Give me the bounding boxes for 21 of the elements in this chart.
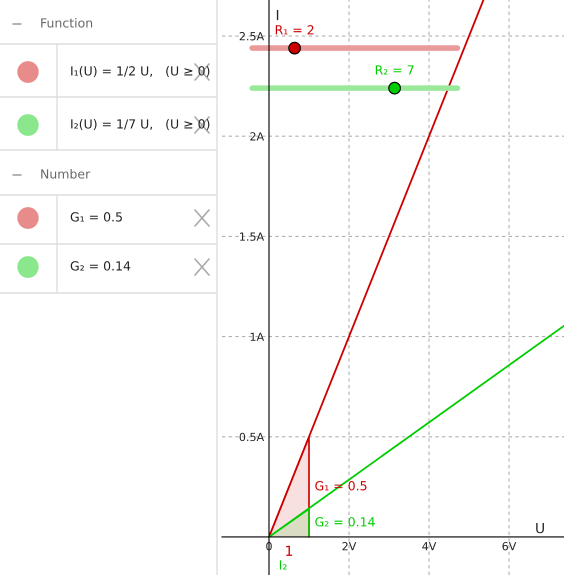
text: Number: [41, 168, 90, 179]
annotation: R₂ = 7: [376, 65, 414, 74]
annotation: G₂ = 0.14: [315, 517, 375, 527]
x-tick-label: 2V: [342, 542, 356, 550]
y-tick-label: 2.5A: [240, 32, 264, 40]
y-axis-title: I: [276, 10, 278, 20]
text: Function: [41, 18, 92, 28]
x-axis-title: U: [536, 522, 544, 534]
text: I₁(U) = 1/2 U, (U ≥ 0): [71, 66, 210, 78]
y-tick-label: 2A: [250, 132, 264, 140]
text: G₂ = 0.14: [70, 261, 130, 271]
text: G₁ = 0.5: [70, 212, 122, 222]
text: I₂(U) = 1/7 U, (U ≥ 0): [71, 118, 210, 130]
y-tick-label: 1.5A: [240, 232, 264, 241]
x-tick-label: 6V: [502, 542, 516, 550]
x-tick-label: 4V: [422, 542, 436, 550]
annotation: R₁ = 2: [276, 25, 314, 34]
annotation: I₂: [280, 560, 287, 570]
y-tick-label: 0.5A: [240, 432, 264, 442]
annotation: 1: [286, 546, 292, 556]
y-tick-label: 1A: [250, 332, 264, 341]
